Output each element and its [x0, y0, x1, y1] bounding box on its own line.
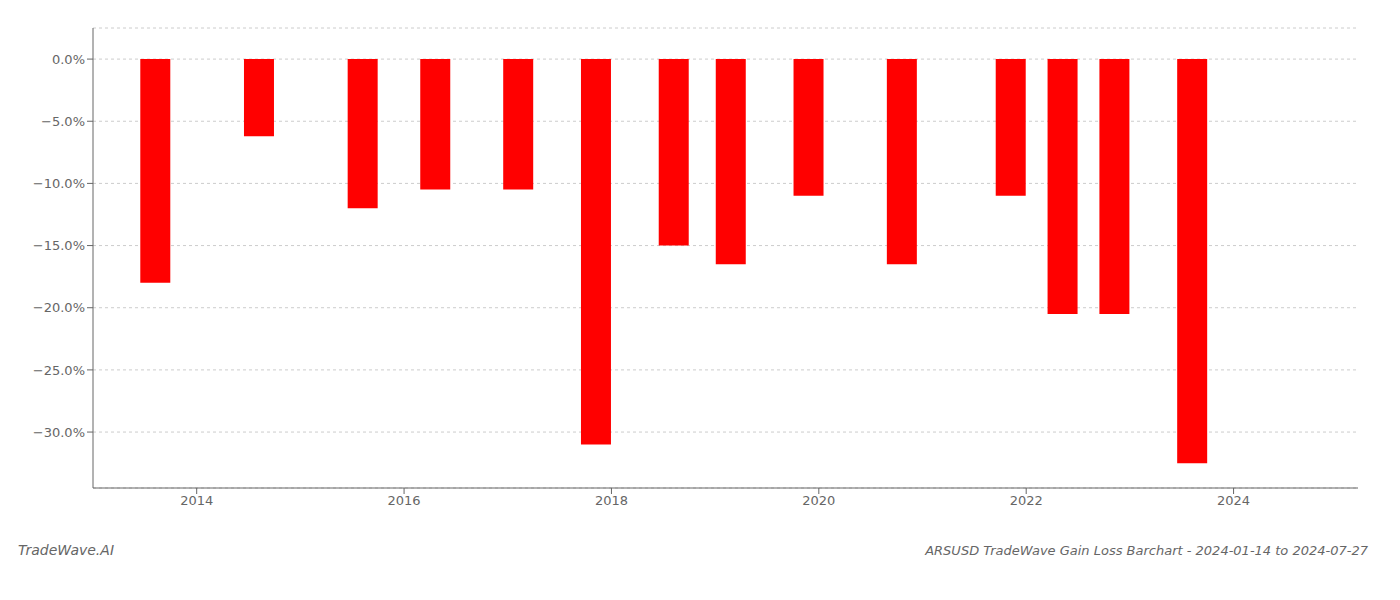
svg-text:2014: 2014	[180, 493, 213, 508]
html-text:ARSUSD TradeWave Gain Loss Bar: ARSUSD TradeWave Gain Loss Barchart - 20…	[925, 543, 1368, 558]
svg-text:2018: 2018	[595, 493, 628, 508]
svg-text:2020: 2020	[802, 493, 835, 508]
svg-text:−20.0%: −20.0%	[33, 300, 85, 315]
svg-text:2022: 2022	[1010, 493, 1043, 508]
svg-text:−25.0%: −25.0%	[33, 363, 85, 378]
svg-text:2016: 2016	[388, 493, 421, 508]
svg-text:−30.0%: −30.0%	[33, 425, 85, 440]
svg-text:−5.0%: −5.0%	[41, 114, 85, 129]
svg-text:−10.0%: −10.0%	[33, 176, 85, 191]
svg-text:2024: 2024	[1217, 493, 1250, 508]
svg-text:0.0%: 0.0%	[52, 52, 85, 67]
html-text:TradeWave.AI: TradeWave.AI	[18, 542, 114, 558]
svg-text:−15.0%: −15.0%	[33, 238, 85, 253]
